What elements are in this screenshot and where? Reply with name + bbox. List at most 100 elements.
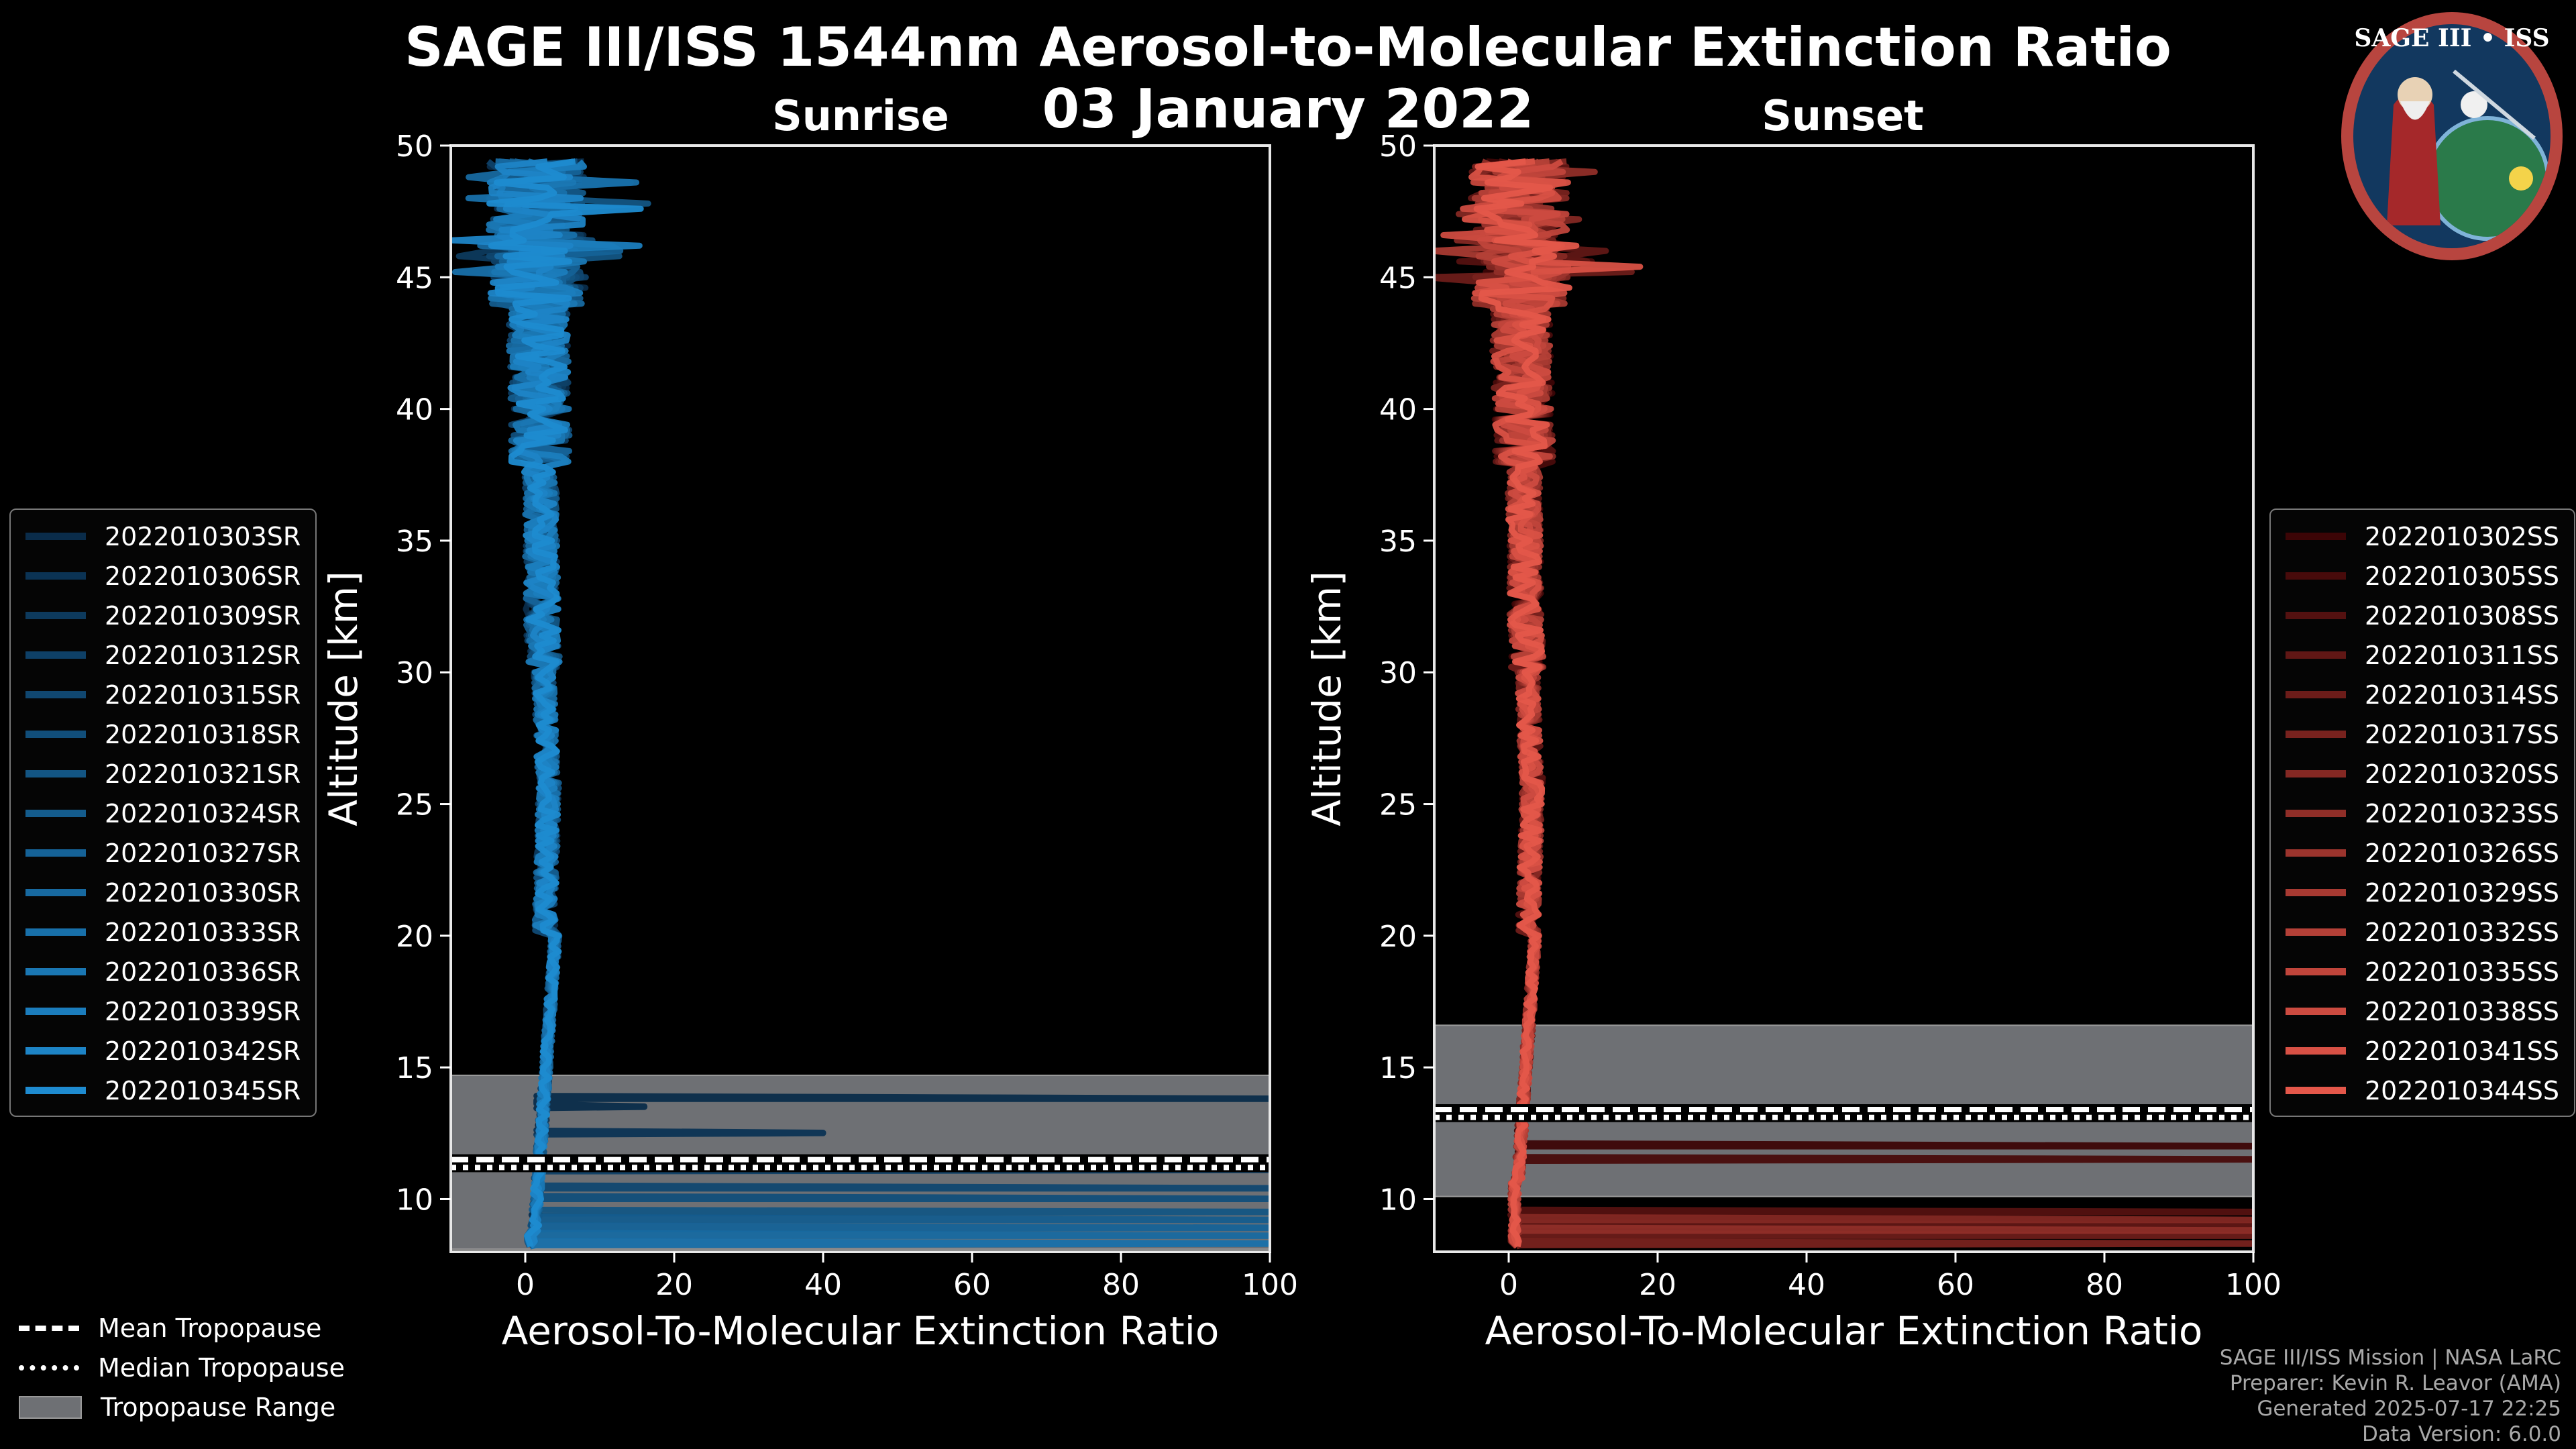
sunset-legend-item: 2022010314SS: [2286, 675, 2559, 714]
sunrise-panel-title: Sunrise: [772, 91, 949, 140]
legend-label: 2022010332SS: [2365, 917, 2560, 947]
sunrise-axes-frame: [449, 144, 1271, 1253]
sunrise-x-axis-label: Aerosol-To-Molecular Extinction Ratio: [502, 1308, 1220, 1354]
legend-swatch: [25, 770, 86, 777]
legend-label: 2022010318SR: [105, 719, 301, 749]
legend-swatch: [2286, 533, 2346, 540]
legend-label: 2022010326SS: [2365, 838, 2560, 868]
sunset-ytick-label: 45: [1379, 261, 1417, 295]
sunset-xtick-label: 60: [1937, 1268, 1974, 1302]
sunrise-panel: 0 20 40 60 80 100 10 15 20 25 30 35 40 45 50 Aerosol-To…: [321, 129, 1298, 1354]
legend-swatch: [2286, 968, 2346, 975]
legend-label: 2022010333SR: [105, 917, 301, 947]
legend-label: 2022010336SR: [105, 957, 301, 987]
legend-label: 2022010314SS: [2365, 680, 2560, 710]
legend-label: 2022010339SR: [105, 996, 301, 1026]
sunrise-legend-item: 2022010330SR: [25, 873, 301, 912]
sunset-xtick-label: 0: [1499, 1268, 1518, 1302]
credit-line-version: Data Version: 6.0.0: [2361, 1422, 2561, 1446]
sunrise-legend-item: 2022010315SR: [25, 675, 301, 714]
sunset-legend-item: 2022010308SS: [2286, 596, 2559, 635]
sunset-legend-item: 2022010326SS: [2286, 833, 2559, 873]
legend-swatch: [2286, 1047, 2346, 1055]
sunrise-legend-item: 2022010312SR: [25, 635, 301, 675]
sunset-axes-frame: [1433, 144, 2255, 1253]
sunrise-legend: 2022010303SR 2022010306SR 2022010309SR 2022…: [9, 508, 317, 1117]
legend-label: 2022010329SS: [2365, 877, 2560, 908]
sunset-legend-item: 2022010311SS: [2286, 635, 2559, 675]
sunrise-ytick-label: 20: [396, 920, 433, 954]
legend-swatch: [25, 651, 86, 659]
sunrise-ytick-label: 35: [396, 525, 433, 559]
sunset-legend-item: 2022010332SS: [2286, 912, 2559, 952]
legend-swatch: [2286, 612, 2346, 619]
legend-label: 2022010345SR: [105, 1075, 301, 1106]
legend-swatch: [2286, 889, 2346, 896]
sunset-legend-item: 2022010344SS: [2286, 1071, 2559, 1110]
legend-swatch: [25, 928, 86, 936]
legend-label: 2022010327SR: [105, 838, 301, 868]
sunset-legend-item: 2022010305SS: [2286, 556, 2559, 596]
sunset-ytick-label: 20: [1379, 920, 1417, 954]
legend-label: 2022010344SS: [2365, 1075, 2560, 1106]
legend-label: 2022010306SR: [105, 561, 301, 591]
dashed-line-swatch: [19, 1325, 79, 1331]
legend-swatch: [2286, 928, 2346, 936]
sunrise-ytick-label: 25: [396, 788, 433, 822]
sunrise-legend-item: 2022010336SR: [25, 952, 301, 991]
credit-line-generated: Generated 2025-07-17 22:25: [2257, 1397, 2561, 1421]
sunset-legend-item: 2022010329SS: [2286, 873, 2559, 912]
credits: SAGE III/ISS Mission | NASA LaRC Prepare…: [2220, 1345, 2561, 1447]
sunset-legend-item: 2022010317SS: [2286, 714, 2559, 754]
legend-median-tropopause: Median Tropopause: [19, 1348, 345, 1387]
legend-label: 2022010305SS: [2365, 561, 2560, 591]
legend-label: 2022010323SS: [2365, 798, 2560, 828]
sunset-legend-item: 2022010341SS: [2286, 1031, 2559, 1071]
legend-swatch: [2286, 770, 2346, 777]
sunrise-ytick-label: 30: [396, 656, 433, 690]
legend-label: 2022010308SS: [2365, 600, 2560, 631]
legend-swatch: [25, 810, 86, 817]
sunset-plot-content: [1434, 158, 2253, 1250]
legend-mean-label: Mean Tropopause: [98, 1313, 322, 1343]
legend-swatch: [2286, 731, 2346, 738]
tropopause-legend: Mean Tropopause Median Tropopause Tropop…: [19, 1308, 345, 1427]
legend-swatch: [25, 533, 86, 540]
logo-text: SAGE III • ISS: [2354, 24, 2550, 52]
sunrise-legend-item: 2022010333SR: [25, 912, 301, 952]
legend-mean-tropopause: Mean Tropopause: [19, 1308, 345, 1348]
legend-label: 2022010342SR: [105, 1036, 301, 1066]
dotted-line-swatch: [19, 1364, 79, 1371]
sunrise-xtick-label: 40: [804, 1268, 842, 1302]
sunset-panel-title: Sunset: [1762, 91, 1924, 140]
credit-line-preparer: Preparer: Kevin R. Leavor (AMA): [2229, 1371, 2561, 1395]
legend-swatch: [25, 691, 86, 698]
sunset-profile-2022010344SS: [1473, 158, 1580, 1248]
sunset-ytick-label: 10: [1379, 1183, 1417, 1217]
sunrise-y-axis-label: Altitude [km]: [321, 571, 366, 826]
legend-swatch: [25, 889, 86, 896]
sunset-legend-item: 2022010338SS: [2286, 991, 2559, 1031]
legend-label: 2022010312SR: [105, 640, 301, 670]
legend-label: 2022010315SR: [105, 680, 301, 710]
sunrise-legend-item: 2022010321SR: [25, 754, 301, 794]
sunrise-legend-item: 2022010327SR: [25, 833, 301, 873]
legend-swatch: [2286, 849, 2346, 857]
sunset-xtick-label: 100: [2225, 1268, 2282, 1302]
legend-swatch: [2286, 1087, 2346, 1094]
legend-label: 2022010335SS: [2365, 957, 2560, 987]
sunset-xtick-label: 80: [2086, 1268, 2123, 1302]
legend-swatch: [25, 1047, 86, 1055]
sunrise-legend-item: 2022010318SR: [25, 714, 301, 754]
legend-range-label: Tropopause Range: [101, 1392, 336, 1422]
legend-swatch: [2286, 1008, 2346, 1015]
sunrise-xtick-label: 60: [953, 1268, 991, 1302]
sunset-ytick-label: 40: [1379, 393, 1417, 427]
sunrise-xtick-label: 100: [1242, 1268, 1298, 1302]
sunset-legend-item: 2022010320SS: [2286, 754, 2559, 794]
sunrise-ytick-label: 40: [396, 393, 433, 427]
sunrise-legend-item: 2022010303SR: [25, 517, 301, 556]
sunset-legend-item: 2022010335SS: [2286, 952, 2559, 991]
sunset-y-axis-label: Altitude [km]: [1304, 571, 1350, 826]
